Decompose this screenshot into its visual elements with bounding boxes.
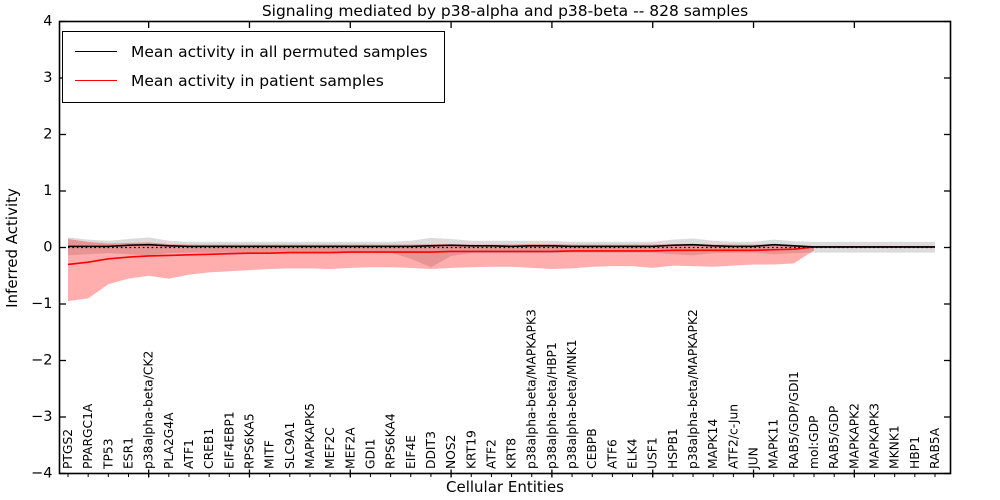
- y-tick-label: −2: [31, 353, 52, 369]
- permuted-mean-line: [68, 243, 935, 248]
- x-tick-label: EIF4E: [404, 435, 418, 469]
- x-tick-label: ESR1: [121, 437, 135, 469]
- x-tick-label: ATF1: [182, 439, 196, 469]
- x-tick-label: CREB1: [202, 428, 216, 469]
- x-tick-label: RAB5/GDP/GDI1: [787, 371, 801, 469]
- x-tick-label: RAB5/GDP: [827, 406, 841, 469]
- legend-label-permuted: Mean activity in all permuted samples: [131, 42, 428, 61]
- y-tick-label: −4: [31, 466, 52, 482]
- x-tick-label: DDIT3: [424, 431, 438, 469]
- x-tick-label: RPS6KA5: [242, 413, 256, 469]
- x-tick-label: MAPK11: [767, 419, 781, 469]
- patient-confidence-band: [68, 239, 815, 302]
- x-tick-label: MAPKAPK5: [303, 403, 317, 469]
- legend-label-patient: Mean activity in patient samples: [131, 71, 384, 90]
- legend-item-patient: Mean activity in patient samples: [75, 66, 428, 95]
- x-tick-label: HBP1: [908, 436, 922, 469]
- x-tick-label: p38alpha-beta/MAPKAPK3: [525, 309, 539, 469]
- x-tick-label: MITF: [263, 440, 277, 469]
- x-tick-label: NOS2: [444, 434, 458, 469]
- x-tick-label: TP53: [101, 438, 115, 470]
- x-tick-label: mol:GDP: [807, 416, 821, 469]
- permuted-confidence-band: [68, 237, 935, 268]
- x-tick-label: ELK4: [626, 438, 640, 469]
- y-tick-label: 0: [43, 240, 52, 256]
- x-tick-label: HSPB1: [666, 428, 680, 469]
- y-tick-label: 2: [43, 127, 52, 143]
- x-tick-label: JUN: [747, 447, 761, 470]
- x-tick-label: MEF2C: [323, 427, 337, 469]
- x-axis-label: Cellular Entities: [446, 478, 564, 496]
- legend-item-permuted: Mean activity in all permuted samples: [75, 37, 428, 66]
- x-tick-label: SLC9A1: [283, 422, 297, 469]
- x-tick-label: ATF2/c-Jun: [726, 404, 740, 469]
- x-tick-label: p38alpha-beta/MAPKAPK2: [686, 309, 700, 469]
- y-tick-label: 3: [43, 70, 52, 86]
- x-tick-label: PTGS2: [61, 429, 75, 469]
- x-tick-label: GDI1: [363, 439, 377, 469]
- x-tick-label: KRT8: [505, 438, 519, 469]
- x-tick-label: p38alpha-beta/CK2: [142, 351, 156, 469]
- y-axis-label: Inferred Activity: [3, 188, 21, 308]
- x-tick-label: ATF6: [605, 439, 619, 469]
- permuted-line-swatch: [75, 51, 117, 52]
- x-tick-label: RAB5A: [928, 427, 942, 469]
- patient-mean-line: [67, 246, 935, 266]
- x-tick-label: MKNK1: [888, 425, 902, 469]
- x-tick-label: MEF2A: [343, 427, 357, 469]
- chart-title: Signaling mediated by p38-alpha and p38-…: [261, 2, 749, 20]
- x-tick-label: p38alpha-beta/HBP1: [545, 342, 559, 469]
- x-tick-label: RPS6KA4: [384, 413, 398, 469]
- y-tick-label: −1: [31, 296, 52, 312]
- legend: Mean activity in all permuted samples Me…: [62, 31, 445, 103]
- x-tick-label: PPARGC1A: [81, 403, 95, 469]
- x-tick-label: MAPKAPK2: [847, 403, 861, 469]
- patient-line-swatch: [75, 80, 117, 81]
- x-tick-label: KRT19: [464, 430, 478, 469]
- y-tick-label: 1: [43, 183, 52, 199]
- x-tick-label: PLA2G4A: [162, 412, 176, 469]
- x-tick-label: EIF4EBP1: [222, 411, 236, 469]
- y-tick-label: −3: [31, 409, 52, 425]
- x-tick-label: p38alpha-beta/MNK1: [565, 339, 579, 469]
- x-tick-label: MAPK14: [706, 419, 720, 469]
- x-tick-label: ATF2: [484, 439, 498, 469]
- x-tick-label: CEBPB: [585, 428, 599, 469]
- x-tick-label: MAPKAPK3: [868, 403, 882, 469]
- x-tick-label: USF1: [646, 437, 660, 469]
- y-tick-label: 4: [43, 14, 52, 30]
